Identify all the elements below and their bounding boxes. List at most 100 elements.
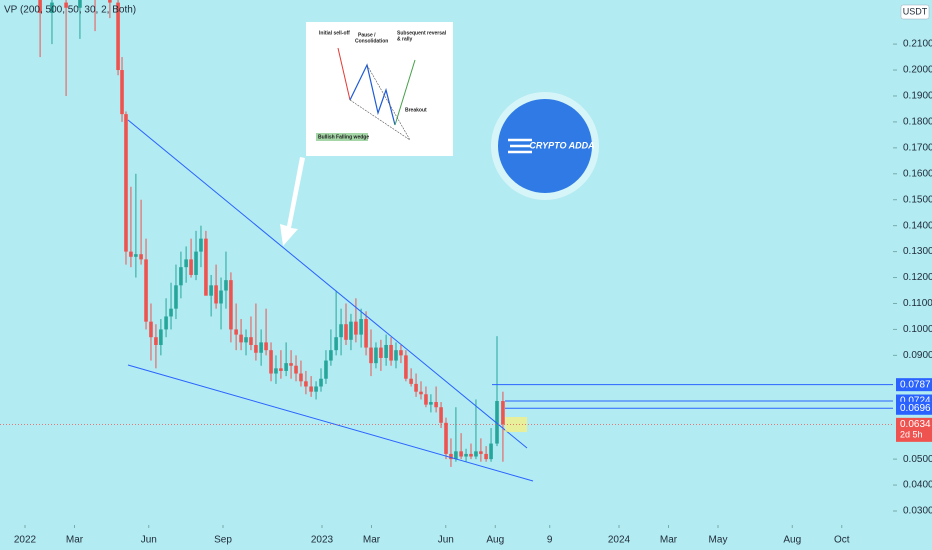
x-tick-label: Mar xyxy=(363,535,381,546)
candle-body xyxy=(116,2,120,71)
currency-box xyxy=(900,4,930,20)
candle-body xyxy=(459,451,463,457)
candle-body xyxy=(309,386,313,392)
candle-body xyxy=(469,453,473,457)
price-label: 0.0724 xyxy=(900,396,931,407)
candle-body xyxy=(254,344,258,353)
candle-body xyxy=(364,319,368,348)
price-label: 0.0787 xyxy=(900,379,931,390)
indicator-label: VP (200, 500, 50, 30, 2, Both) xyxy=(4,5,136,16)
candle-body xyxy=(50,2,54,13)
candle-body xyxy=(319,378,323,387)
y-tick-label: 0.1800 xyxy=(903,117,932,128)
candle-body xyxy=(249,337,253,345)
logo-circle xyxy=(498,99,592,193)
candle-body xyxy=(404,355,408,379)
logo-text: CRYPTO ADDA xyxy=(529,140,594,150)
candle-body xyxy=(374,347,378,364)
x-tick-label: 2023 xyxy=(311,535,334,546)
x-tick-label: Mar xyxy=(66,535,84,546)
inset-label: Pause / xyxy=(358,32,376,38)
x-tick-label: 2022 xyxy=(14,535,37,546)
logo: CRYPTO ADDA xyxy=(491,92,599,200)
candle-body xyxy=(464,453,468,457)
y-tick-label: 0.2100 xyxy=(903,39,932,50)
candle-body xyxy=(284,363,288,371)
candle-body xyxy=(179,267,183,286)
candle-body xyxy=(419,391,423,395)
candle-body xyxy=(495,401,499,444)
y-tick-label: 0.0900 xyxy=(903,350,932,361)
y-tick-label: 0.1200 xyxy=(903,272,932,283)
inset-rally xyxy=(394,59,416,126)
candle-body xyxy=(199,238,203,252)
inset-label: & rally xyxy=(397,36,413,42)
candle-body xyxy=(314,386,318,392)
inset-label: Initial sell-off xyxy=(319,30,350,36)
y-tick-label: 0.0300 xyxy=(903,506,932,517)
candle-body xyxy=(489,443,493,460)
y-tick-label: 0.1500 xyxy=(903,194,932,205)
candle-body xyxy=(329,350,333,361)
x-tick-label: Jun xyxy=(438,535,454,546)
candle-body xyxy=(134,254,138,257)
inset-label: Breakout xyxy=(405,107,427,113)
candle-body xyxy=(444,422,448,454)
candle-body xyxy=(264,342,268,351)
candle-body xyxy=(399,350,403,356)
countdown-label: 2d 5h xyxy=(900,430,923,440)
logo-icon xyxy=(508,138,532,154)
price-label-box xyxy=(896,378,932,392)
candle-body xyxy=(144,259,148,322)
candle-body xyxy=(239,334,243,343)
candle-body xyxy=(389,344,393,361)
y-tick-label: 0.1000 xyxy=(903,324,932,335)
price-label: 0.0696 xyxy=(900,403,931,414)
candle-body xyxy=(164,316,168,330)
candle-body xyxy=(294,365,298,374)
candle-body xyxy=(139,254,143,260)
inset-lower-line xyxy=(349,99,411,141)
candle-body xyxy=(38,0,42,13)
inset-selloff xyxy=(337,47,351,101)
candle-body xyxy=(154,337,158,345)
inset-upper-line xyxy=(366,64,411,141)
candle-body xyxy=(64,2,68,8)
candle-body xyxy=(204,238,208,296)
arrow xyxy=(280,157,305,246)
y-tick-label: 0.1700 xyxy=(903,142,932,153)
y-tick-label: 0.2000 xyxy=(903,65,932,76)
candle-body xyxy=(120,70,124,115)
candle-body xyxy=(129,251,133,257)
candle-body xyxy=(214,285,218,304)
x-tick-label: Aug xyxy=(783,535,801,546)
candle-body xyxy=(359,319,363,335)
y-tick-label: 0.1400 xyxy=(903,220,932,231)
candle-body xyxy=(354,321,358,335)
candle-body xyxy=(449,453,453,460)
y-tick-label: 0.1600 xyxy=(903,168,932,179)
candle-body xyxy=(501,401,505,425)
x-tick-label: 9 xyxy=(547,535,553,546)
candle-body xyxy=(384,344,388,358)
y-tick-label: 0.1300 xyxy=(903,246,932,257)
candle-body xyxy=(219,290,223,304)
candle-body xyxy=(434,402,438,408)
x-tick-label: Aug xyxy=(486,535,504,546)
y-tick-label: 0.1900 xyxy=(903,91,932,102)
x-tick-label: Sep xyxy=(214,535,232,546)
candle-body xyxy=(439,407,443,423)
inset-label: Consolidation xyxy=(355,38,388,44)
inset-caption-bg xyxy=(316,133,368,141)
candle-body xyxy=(224,280,228,291)
candle-body xyxy=(379,347,383,358)
candle-body xyxy=(209,285,213,296)
x-tick-label: Mar xyxy=(660,535,678,546)
x-tick-label: May xyxy=(709,535,728,546)
candle-body xyxy=(429,402,433,405)
inset-consolidation xyxy=(349,63,396,126)
candle-body xyxy=(324,360,328,379)
last-price-box xyxy=(896,417,932,442)
candle-body xyxy=(234,329,238,335)
